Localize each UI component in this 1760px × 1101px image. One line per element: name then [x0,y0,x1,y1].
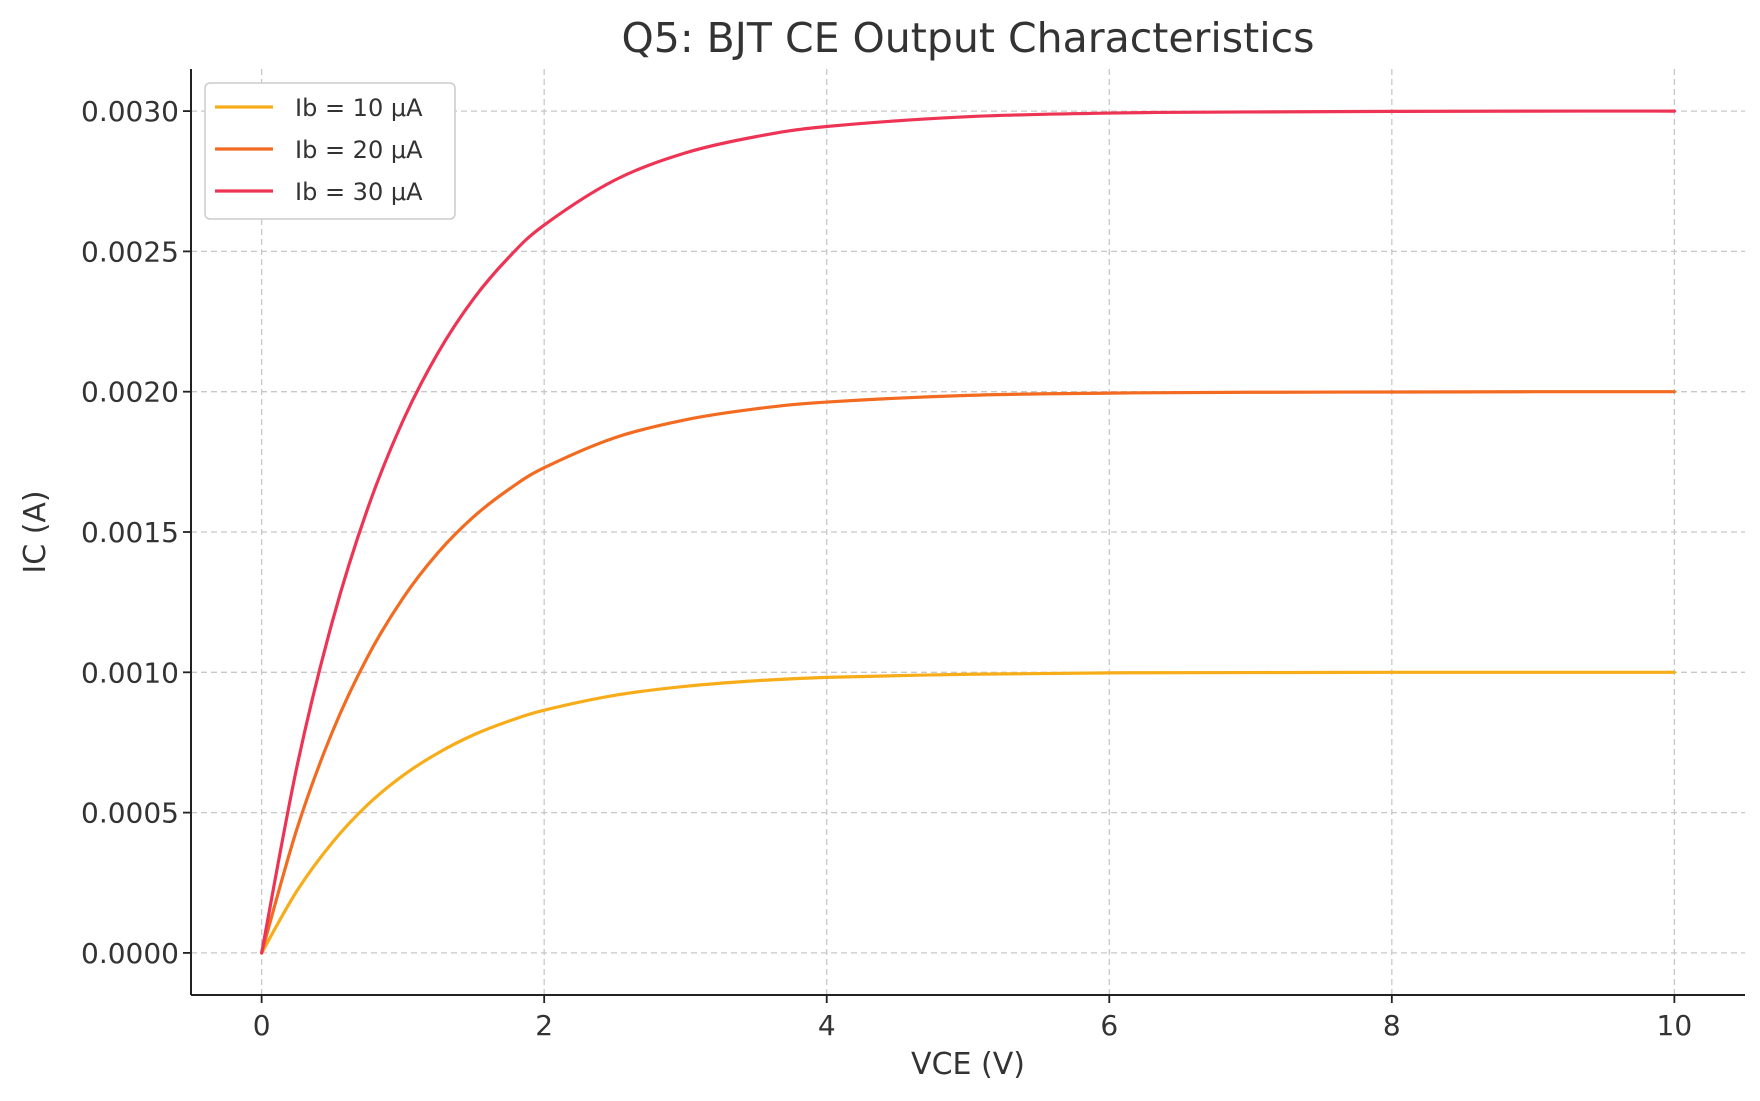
y-tick-label: 0.0030 [81,95,179,128]
legend-label: Ib = 10 μA [295,94,423,122]
x-tick-label: 0 [253,1009,271,1042]
x-axis-label: VCE (V) [911,1047,1025,1082]
series-lines [260,109,1676,955]
series-line-3 [260,109,1676,955]
x-tick-label: 4 [818,1009,836,1042]
x-tick-label: 2 [535,1009,553,1042]
y-ticks: 0.0000 0.0005 0.0010 0.0015 0.0020 0.0025 0.00… [81,95,191,970]
legend: Ib = 10 μA Ib = 20 μA Ib = 30 μA [204,82,456,220]
x-tick-label: 10 [1657,1009,1693,1042]
chart-title: Q5: BJT CE Output Characteristics [621,14,1314,62]
y-tick-label: 0.0020 [81,376,179,409]
legend-box [204,82,456,220]
y-tick-label: 0.0025 [81,235,179,268]
x-tick-label: 6 [1100,1009,1118,1042]
legend-label: Ib = 30 μA [295,178,423,206]
series-line-2 [260,390,1676,955]
x-tick-label: 8 [1383,1009,1401,1042]
y-axis-label: IC (A) [18,490,53,573]
y-tick-label: 0.0010 [81,656,179,689]
legend-label: Ib = 20 μA [295,136,423,164]
y-tick-label: 0.0000 [81,937,179,970]
y-tick-label: 0.0005 [81,797,179,830]
x-ticks: 0 2 4 6 8 10 [253,995,1692,1042]
y-tick-label: 0.0015 [81,516,179,549]
series-line-1 [260,670,1676,955]
